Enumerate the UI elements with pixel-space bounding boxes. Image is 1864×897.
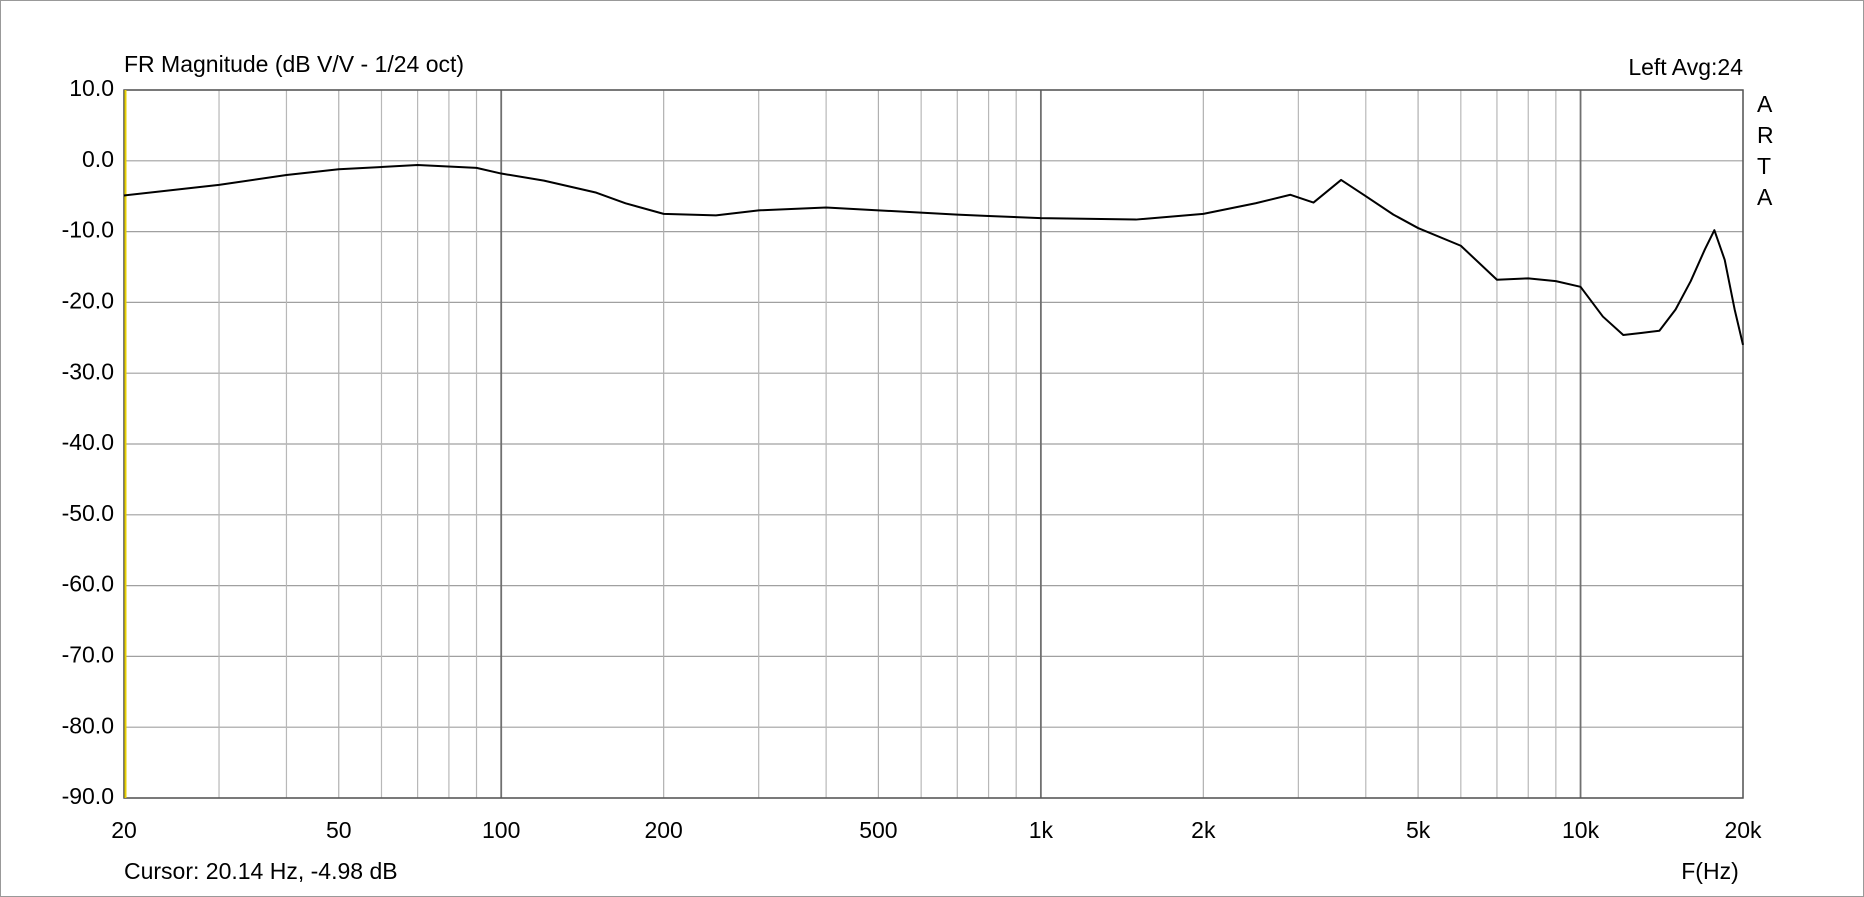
brand-letter: A	[1757, 184, 1773, 210]
y-tick-label: -80.0	[62, 712, 114, 738]
x-tick-label: 20	[111, 817, 137, 843]
brand-letter: R	[1757, 122, 1774, 148]
y-tick-label: 0.0	[82, 146, 114, 172]
y-tick-label: 10.0	[69, 75, 114, 101]
y-tick-label: -10.0	[62, 217, 114, 243]
x-tick-label: 100	[482, 817, 520, 843]
y-tick-label: -60.0	[62, 571, 114, 597]
y-tick-label: -70.0	[62, 641, 114, 667]
x-tick-label: 200	[644, 817, 682, 843]
y-tick-label: -40.0	[62, 429, 114, 455]
cursor-label: Cursor: 20.14 Hz, -4.98 dB	[124, 858, 398, 884]
x-tick-label: 50	[326, 817, 352, 843]
chart-title: FR Magnitude (dB V/V - 1/24 oct)	[124, 51, 464, 77]
y-tick-label: -50.0	[62, 500, 114, 526]
y-tick-label: -30.0	[62, 358, 114, 384]
x-tick-label: 2k	[1191, 817, 1216, 843]
x-axis-label: F(Hz)	[1681, 858, 1738, 884]
x-tick-label: 20k	[1724, 817, 1762, 843]
response-curve	[123, 164, 1744, 346]
x-tick-label: 5k	[1406, 817, 1431, 843]
y-tick-label: -20.0	[62, 287, 114, 313]
brand-letter: A	[1757, 91, 1773, 117]
y-tick-label: -90.0	[62, 783, 114, 809]
x-tick-label: 10k	[1562, 817, 1600, 843]
brand-letter: T	[1757, 153, 1771, 179]
x-tick-label: 1k	[1029, 817, 1054, 843]
channel-label: Left Avg:24	[1628, 54, 1743, 80]
x-tick-label: 500	[859, 817, 897, 843]
plot-border	[123, 89, 1744, 799]
